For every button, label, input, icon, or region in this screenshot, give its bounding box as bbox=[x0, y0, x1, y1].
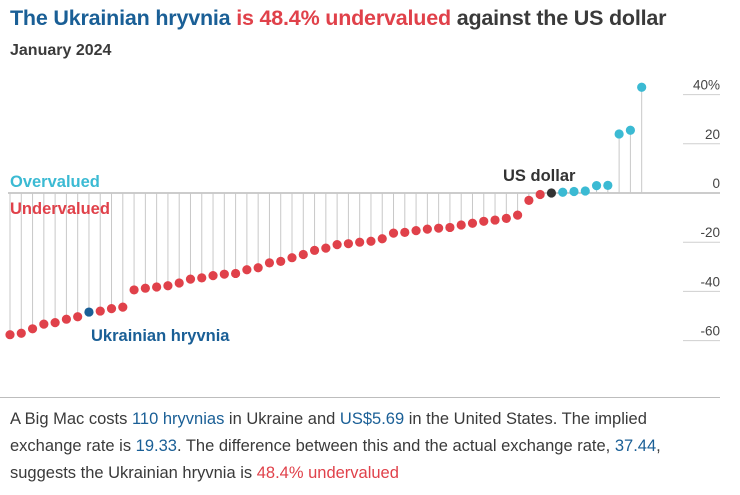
data-point bbox=[569, 186, 579, 197]
data-point bbox=[129, 285, 139, 295]
description-paragraph: A Big Mac costs 110 hryvnias in Ukraine … bbox=[10, 406, 710, 487]
data-point bbox=[524, 195, 534, 205]
data-point bbox=[242, 265, 252, 275]
data-point bbox=[163, 281, 173, 291]
data-point bbox=[16, 328, 26, 338]
divider-line bbox=[0, 397, 720, 398]
data-point bbox=[27, 324, 38, 334]
data-point bbox=[513, 210, 523, 220]
data-point bbox=[467, 218, 478, 228]
y-tick-label: 20 bbox=[705, 127, 720, 142]
data-point bbox=[355, 237, 365, 247]
desc-text-2: in Ukraine and bbox=[228, 410, 336, 428]
overvalued-label: Overvalued bbox=[10, 173, 100, 191]
data-point bbox=[434, 223, 444, 233]
data-point bbox=[625, 125, 636, 135]
data-point bbox=[50, 318, 60, 328]
data-point bbox=[61, 314, 71, 324]
data-point bbox=[309, 245, 320, 255]
data-point bbox=[39, 319, 49, 329]
data-point bbox=[490, 215, 500, 225]
data-point bbox=[411, 226, 421, 236]
lollipop-chart: 40% 20 0 -20 -40 -60 Overvalued Undervalued US d… bbox=[5, 78, 720, 345]
data-point bbox=[219, 269, 229, 279]
data-point bbox=[174, 278, 184, 288]
y-tick-label: -40 bbox=[700, 274, 720, 289]
data-point bbox=[298, 249, 308, 260]
base-currency-point bbox=[546, 188, 557, 198]
desc-result: 48.4% undervalued bbox=[256, 464, 399, 482]
desc-text-3: in the United States. The implied exchan… bbox=[10, 410, 647, 455]
y-tick-label: -60 bbox=[700, 324, 720, 339]
data-point bbox=[95, 306, 105, 316]
title-against: against the US dollar bbox=[456, 6, 667, 30]
data-point bbox=[287, 253, 297, 263]
data-point bbox=[321, 243, 331, 253]
data-point bbox=[535, 189, 545, 200]
desc-price-usd: US$5.69 bbox=[339, 410, 405, 428]
data-point bbox=[106, 304, 117, 314]
data-point bbox=[456, 220, 466, 230]
data-point bbox=[580, 186, 590, 196]
title-currency: The Ukrainian hryvnia bbox=[10, 6, 231, 30]
chart-title: The Ukrainian hryvnia is 48.4% undervalu… bbox=[10, 6, 667, 31]
data-point bbox=[276, 256, 286, 266]
desc-actual-rate: 37.44 bbox=[614, 437, 657, 455]
undervalued-label: Undervalued bbox=[10, 200, 110, 218]
data-point bbox=[558, 187, 568, 197]
data-point bbox=[197, 273, 207, 283]
data-point bbox=[501, 213, 511, 223]
desc-implied-rate: 19.33 bbox=[135, 437, 177, 455]
y-tick-label: -20 bbox=[700, 225, 720, 240]
data-point bbox=[422, 224, 432, 234]
data-point bbox=[377, 234, 387, 244]
data-point bbox=[332, 240, 342, 250]
data-point bbox=[637, 82, 647, 92]
data-point bbox=[152, 282, 162, 292]
data-point bbox=[253, 263, 263, 273]
data-point bbox=[118, 302, 128, 312]
data-point bbox=[5, 330, 15, 340]
highlight-label: Ukrainian hryvnia bbox=[91, 327, 230, 345]
chart-subtitle: January 2024 bbox=[10, 42, 112, 59]
data-point bbox=[400, 227, 410, 237]
desc-text-5: , suggests the Ukrainian hryvnia is bbox=[10, 437, 661, 482]
desc-price-local: 110 hryvnias bbox=[131, 410, 225, 428]
desc-text-1: A Big Mac costs bbox=[10, 410, 128, 428]
data-point bbox=[445, 222, 455, 233]
data-point bbox=[479, 216, 489, 226]
highlight-point bbox=[84, 307, 94, 317]
data-point bbox=[73, 312, 83, 322]
data-point bbox=[208, 271, 218, 281]
data-point bbox=[366, 236, 376, 246]
data-point bbox=[388, 228, 399, 238]
data-point bbox=[591, 181, 602, 191]
data-point bbox=[614, 129, 624, 139]
y-tick-label: 40% bbox=[693, 78, 720, 93]
data-point bbox=[343, 239, 353, 249]
data-point bbox=[185, 274, 196, 284]
desc-text-4: . The difference between this and the ac… bbox=[176, 437, 611, 455]
data-point bbox=[264, 258, 275, 268]
title-valuation: is 48.4% undervalued bbox=[236, 6, 451, 30]
data-point bbox=[140, 283, 150, 293]
y-tick-label: 0 bbox=[712, 176, 720, 191]
data-point bbox=[603, 180, 613, 190]
data-point bbox=[231, 268, 241, 279]
base-currency-label: US dollar bbox=[503, 167, 576, 185]
